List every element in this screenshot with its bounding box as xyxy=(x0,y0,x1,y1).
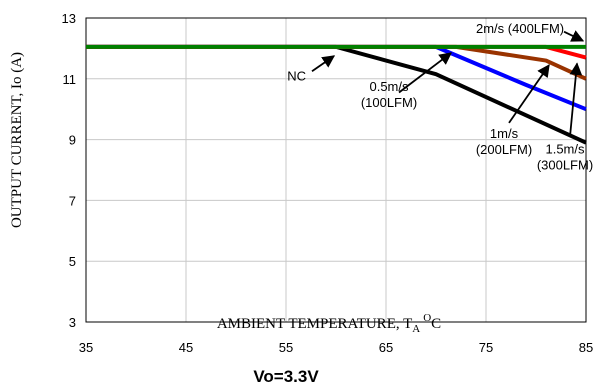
annotation-label: 1.5m/s (300LFM) xyxy=(537,141,593,172)
x-tick-label: 65 xyxy=(379,340,393,355)
x-tick-label: 85 xyxy=(579,340,593,355)
x-axis-title-superscript: O xyxy=(423,312,431,324)
series-line xyxy=(86,44,587,81)
annotation-line: 0.5m/s xyxy=(369,79,409,94)
x-tick-label: 45 xyxy=(179,340,193,355)
annotation-line: (300LFM) xyxy=(537,157,593,172)
y-tick-label: 9 xyxy=(69,133,76,148)
y-tick-label: 7 xyxy=(69,193,76,208)
chart-caption: Vo=3.3V xyxy=(253,367,319,386)
annotation-arrow xyxy=(398,52,453,94)
annotation-line: (100LFM) xyxy=(361,95,417,110)
annotation-label: 2m/s (400LFM) xyxy=(476,21,564,36)
annotation-arrow xyxy=(563,30,585,42)
annotation-line: NC xyxy=(287,68,306,83)
annotation-line: 1m/s xyxy=(490,126,519,141)
y-tick-label: 3 xyxy=(69,315,76,330)
annotation-arrow xyxy=(508,64,550,124)
x-tick-label: 75 xyxy=(479,340,493,355)
plot-area-border xyxy=(85,17,587,323)
series-annotations: NC0.5m/s (100LFM)1m/s (200LFM) 1.5m/s (300LF… xyxy=(287,21,593,172)
y-tick-label: 5 xyxy=(69,254,76,269)
annotation-line: (200LFM) xyxy=(476,142,532,157)
gridlines xyxy=(85,17,587,323)
annotation-arrow xyxy=(569,62,583,137)
x-axis-title-subscript: A xyxy=(412,323,420,335)
y-axis-title: OUTPUT CURRENT, Io (A) xyxy=(9,52,25,228)
annotation-line: 2m/s (400LFM) xyxy=(476,21,564,36)
y-axis-ticks: 3 5 7 9 11 13 xyxy=(62,11,76,330)
annotation-line: 1.5m/s xyxy=(545,141,585,156)
annotation-label: NC xyxy=(287,68,306,83)
x-tick-label: 35 xyxy=(79,340,93,355)
x-tick-label: 55 xyxy=(279,340,293,355)
x-axis-title-unit: C xyxy=(431,316,441,332)
annotation-label: 0.5m/s (100LFM) xyxy=(361,79,417,110)
annotation-arrow xyxy=(311,55,336,72)
series-lines xyxy=(86,44,587,145)
y-tick-label: 11 xyxy=(63,72,77,87)
x-axis-title: AMBIENT TEMPERATURE, TAOC xyxy=(217,312,441,335)
y-tick-label: 13 xyxy=(62,11,76,26)
x-axis-ticks: 35 45 55 65 75 85 xyxy=(79,340,593,355)
annotation-label: 1m/s (200LFM) xyxy=(476,126,532,157)
x-axis-title-main: AMBIENT TEMPERATURE, T xyxy=(217,316,412,332)
